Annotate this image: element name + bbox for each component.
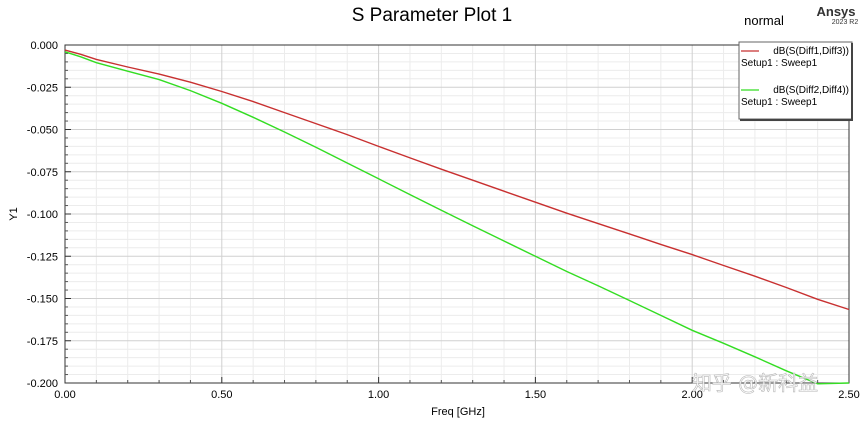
x-tick-label: 2.50 [838, 389, 859, 401]
legend-box [738, 41, 853, 120]
y-tick-label: -0.175 [27, 336, 58, 348]
y-tick-label: 0.000 [30, 40, 58, 52]
legend-series-setup-2: Setup1 : Sweep1 [741, 97, 818, 108]
y-tick-label: -0.100 [27, 209, 58, 221]
y-tick-label: -0.075 [27, 167, 58, 179]
watermark-text: 知乎 @新科益 [692, 371, 818, 395]
x-tick-label: 2.00 [681, 389, 702, 401]
plot-mode-label: normal [744, 13, 784, 28]
series-line-2[interactable] [64, 51, 850, 385]
chart-title: S Parameter Plot 1 [352, 5, 513, 26]
x-tick-label: 1.00 [368, 389, 389, 401]
legend-series-name-1: dB(S(Diff1,Diff3)) [773, 46, 849, 57]
y-tick-label: -0.025 [27, 82, 58, 94]
y-tick-label: -0.050 [27, 125, 58, 137]
ansys-logo: Ansys [816, 4, 855, 19]
axis-tick-marks [64, 44, 850, 384]
y-tick-label: -0.125 [27, 251, 58, 263]
y-tick-label: -0.150 [27, 294, 58, 306]
x-tick-label: 0.00 [54, 389, 75, 401]
y-axis-tick-labels: 0.000 -0.025 -0.050 -0.075 -0.100 -0.125 -0.15… [27, 40, 58, 390]
legend[interactable]: dB(S(Diff1,Diff3))Setup1 : Sweep1dB(S(Di… [738, 41, 853, 121]
y-tick-label: -0.200 [27, 378, 58, 390]
legend-series-setup-1: Setup1 : Sweep1 [741, 58, 818, 69]
ansys-version: 2023 R2 [832, 19, 859, 26]
y-axis-label: Y1 [8, 207, 20, 220]
x-axis-tick-labels: 0.00 0.50 1.00 1.50 2.00 2.50 [54, 389, 859, 401]
series-line-1[interactable] [64, 49, 850, 311]
x-tick-label: 0.50 [211, 389, 232, 401]
x-tick-label: 1.50 [525, 389, 546, 401]
series-lines [64, 49, 850, 385]
legend-series-name-2: dB(S(Diff2,Diff4)) [773, 85, 849, 96]
x-axis-label: Freq [GHz] [431, 406, 485, 418]
